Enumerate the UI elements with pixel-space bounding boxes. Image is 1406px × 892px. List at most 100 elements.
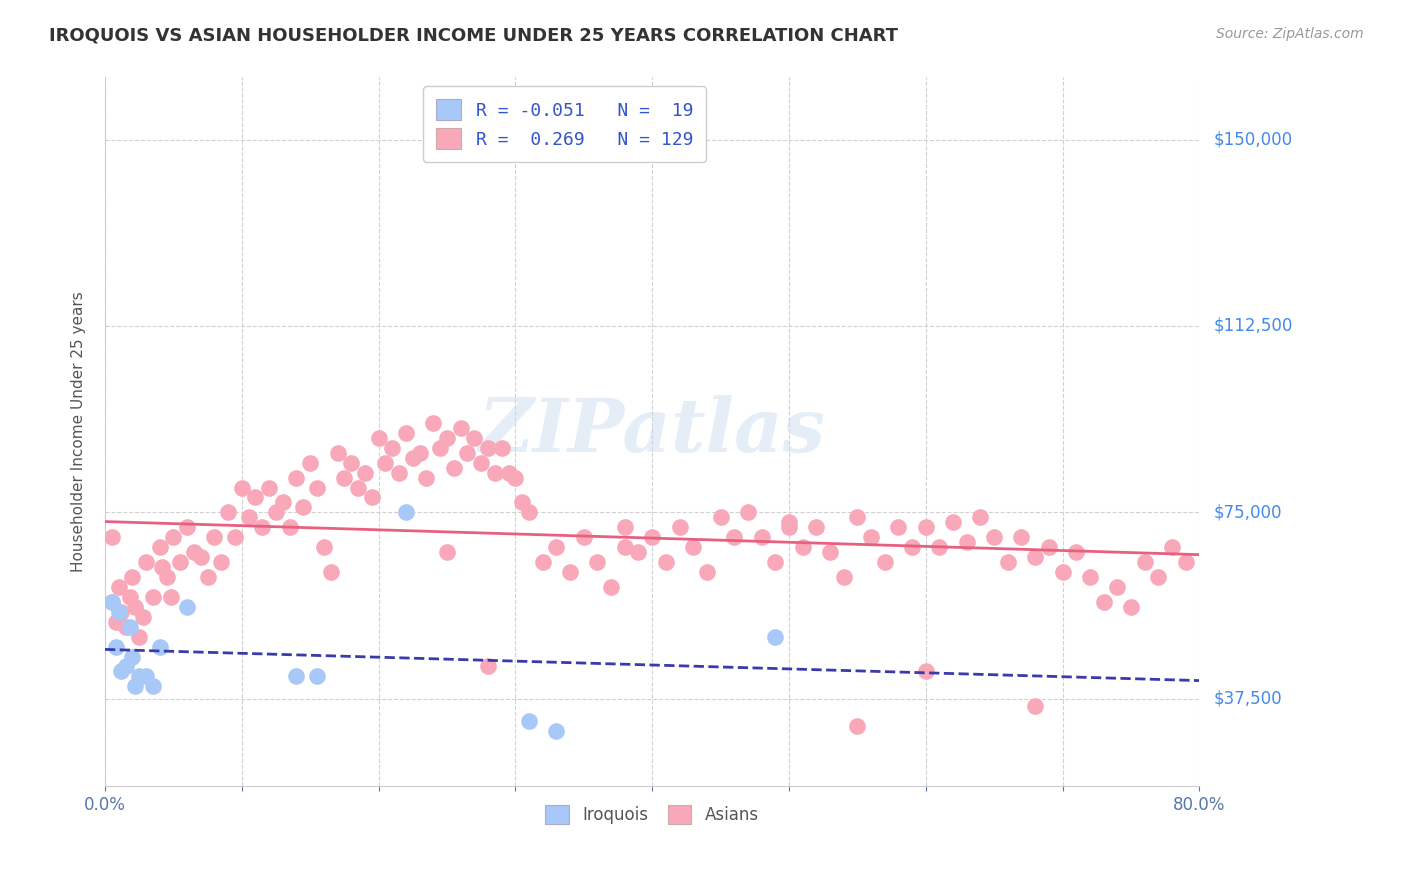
Point bbox=[600, 580, 623, 594]
Point bbox=[319, 565, 342, 579]
Point bbox=[429, 441, 451, 455]
Point bbox=[114, 659, 136, 673]
Point bbox=[491, 441, 513, 455]
Point bbox=[245, 491, 267, 505]
Point bbox=[135, 555, 157, 569]
Legend: Iroquois, Asians: Iroquois, Asians bbox=[536, 795, 769, 834]
Point bbox=[655, 555, 678, 569]
Point bbox=[305, 669, 328, 683]
Point bbox=[709, 510, 731, 524]
Point bbox=[763, 555, 786, 569]
Point bbox=[1011, 530, 1033, 544]
Point bbox=[505, 470, 527, 484]
Point bbox=[285, 470, 308, 484]
Point bbox=[124, 599, 146, 614]
Point bbox=[285, 669, 308, 683]
Point bbox=[572, 530, 595, 544]
Point bbox=[360, 491, 382, 505]
Point bbox=[176, 520, 198, 534]
Point bbox=[312, 540, 335, 554]
Point bbox=[887, 520, 910, 534]
Point bbox=[271, 495, 294, 509]
Point bbox=[395, 505, 418, 519]
Point bbox=[101, 595, 124, 609]
Point bbox=[1092, 595, 1115, 609]
Point bbox=[546, 540, 568, 554]
Point bbox=[463, 431, 485, 445]
Text: Source: ZipAtlas.com: Source: ZipAtlas.com bbox=[1216, 27, 1364, 41]
Point bbox=[641, 530, 664, 544]
Point bbox=[118, 590, 141, 604]
Point bbox=[388, 466, 411, 480]
Point bbox=[354, 466, 377, 480]
Point bbox=[484, 466, 506, 480]
Point bbox=[792, 540, 814, 554]
Point bbox=[477, 659, 499, 673]
Point bbox=[110, 605, 132, 619]
Point bbox=[470, 456, 492, 470]
Point bbox=[1119, 599, 1142, 614]
Point bbox=[152, 560, 174, 574]
Text: IROQUOIS VS ASIAN HOUSEHOLDER INCOME UNDER 25 YEARS CORRELATION CHART: IROQUOIS VS ASIAN HOUSEHOLDER INCOME UND… bbox=[49, 27, 898, 45]
Point bbox=[969, 510, 991, 524]
Point bbox=[347, 481, 370, 495]
Point bbox=[121, 570, 143, 584]
Text: ZIPatlas: ZIPatlas bbox=[478, 395, 825, 468]
Point bbox=[914, 665, 936, 679]
Point bbox=[101, 595, 124, 609]
Point bbox=[443, 460, 465, 475]
Point bbox=[190, 550, 212, 565]
Point bbox=[436, 431, 458, 445]
Point bbox=[498, 466, 520, 480]
Point bbox=[159, 590, 181, 604]
Point bbox=[209, 555, 232, 569]
Point bbox=[224, 530, 246, 544]
Text: $75,000: $75,000 bbox=[1213, 503, 1282, 522]
Point bbox=[252, 520, 274, 534]
Point bbox=[846, 510, 869, 524]
Point bbox=[668, 520, 690, 534]
Text: $112,500: $112,500 bbox=[1213, 317, 1292, 335]
Point bbox=[128, 669, 150, 683]
Point bbox=[1174, 555, 1197, 569]
Point bbox=[381, 441, 404, 455]
Point bbox=[818, 545, 841, 559]
Point bbox=[983, 530, 1005, 544]
Point bbox=[142, 590, 165, 604]
Point bbox=[586, 555, 609, 569]
Point bbox=[450, 421, 472, 435]
Point bbox=[333, 470, 356, 484]
Point bbox=[846, 719, 869, 733]
Point bbox=[299, 456, 322, 470]
Point bbox=[723, 530, 745, 544]
Point bbox=[477, 441, 499, 455]
Point bbox=[169, 555, 191, 569]
Point bbox=[997, 555, 1019, 569]
Point bbox=[751, 530, 773, 544]
Point bbox=[682, 540, 704, 554]
Point bbox=[101, 530, 124, 544]
Point bbox=[1064, 545, 1087, 559]
Point bbox=[217, 505, 239, 519]
Point bbox=[873, 555, 896, 569]
Point bbox=[128, 630, 150, 644]
Point bbox=[135, 669, 157, 683]
Point bbox=[1161, 540, 1184, 554]
Point bbox=[517, 505, 540, 519]
Point bbox=[142, 679, 165, 693]
Point bbox=[155, 570, 177, 584]
Point bbox=[149, 540, 172, 554]
Point bbox=[415, 470, 437, 484]
Point bbox=[257, 481, 280, 495]
Point bbox=[806, 520, 828, 534]
Point bbox=[114, 620, 136, 634]
Point bbox=[183, 545, 205, 559]
Point bbox=[737, 505, 759, 519]
Point bbox=[1024, 699, 1046, 714]
Point bbox=[367, 431, 389, 445]
Point bbox=[1133, 555, 1156, 569]
Point bbox=[832, 570, 855, 584]
Text: $150,000: $150,000 bbox=[1213, 130, 1292, 149]
Point bbox=[176, 599, 198, 614]
Point bbox=[763, 630, 786, 644]
